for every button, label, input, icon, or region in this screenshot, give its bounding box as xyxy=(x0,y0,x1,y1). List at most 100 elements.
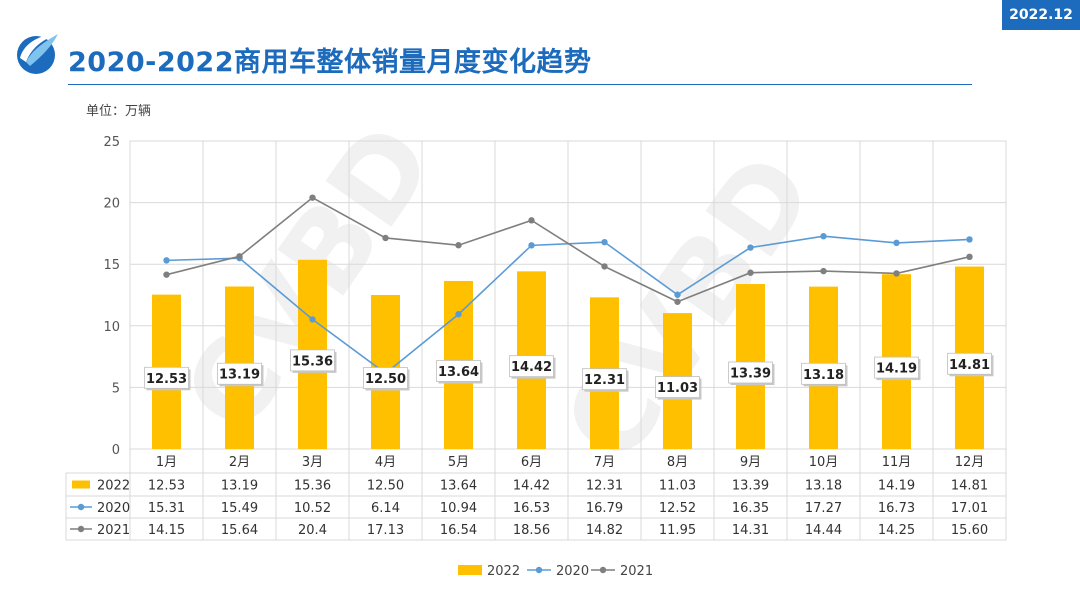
point-2020 xyxy=(893,239,900,247)
bar-value-label: 13.18 xyxy=(803,368,844,383)
point-2021 xyxy=(601,263,608,270)
table-key-dot-2020 xyxy=(77,503,85,511)
table-cell-2021: 11.95 xyxy=(659,523,696,538)
point-2021 xyxy=(163,271,170,278)
bar-value-label: 11.03 xyxy=(657,381,698,396)
table-cell-2020: 16.35 xyxy=(732,501,769,516)
label-box xyxy=(874,356,919,379)
y-tick-label: 15 xyxy=(103,258,120,273)
bar-value-label: 14.81 xyxy=(949,358,990,373)
table-cell-2022: 12.53 xyxy=(148,479,185,494)
table-series-name: 2020 xyxy=(97,501,130,516)
table-cell-2020: 17.01 xyxy=(951,501,988,516)
point-2020 xyxy=(820,233,827,240)
x-tick-label: 2月 xyxy=(229,455,250,470)
point-2020 xyxy=(747,244,754,251)
table-cell-2021: 15.64 xyxy=(221,523,258,538)
table-cell-2022: 15.36 xyxy=(294,479,331,494)
point-2021 xyxy=(236,253,243,260)
table-cell-2022: 13.19 xyxy=(221,479,258,494)
table-cell-2021: 18.56 xyxy=(513,523,550,538)
y-tick-label: 0 xyxy=(112,443,120,458)
label-box xyxy=(144,366,189,389)
legend-dot-2021 xyxy=(599,566,607,574)
point-2021 xyxy=(674,298,681,305)
x-tick-label: 6月 xyxy=(521,455,542,470)
bar-value-label: 14.42 xyxy=(511,360,552,375)
point-2020 xyxy=(163,257,170,264)
bar-value-label: 13.64 xyxy=(438,365,479,380)
date-badge: 2022.12 xyxy=(1002,0,1080,30)
point-2021 xyxy=(382,234,389,242)
point-2021 xyxy=(820,267,827,275)
table-cell-2021: 20.4 xyxy=(298,523,327,538)
bar-value-label: 14.19 xyxy=(876,362,917,377)
table-cell-2020: 6.14 xyxy=(371,501,400,516)
page-title: 2020-2022商用车整体销量月度变化趋势 xyxy=(68,47,592,78)
table-cell-2021: 16.54 xyxy=(440,523,477,538)
x-tick-label: 1月 xyxy=(156,455,177,470)
point-2021 xyxy=(893,270,900,277)
table-cell-2021: 14.25 xyxy=(878,523,915,538)
x-tick-label: 10月 xyxy=(809,455,839,470)
point-2021 xyxy=(528,217,535,224)
table-cell-2022: 13.18 xyxy=(805,479,842,494)
table-cell-2022: 11.03 xyxy=(659,479,696,494)
x-tick-label: 4月 xyxy=(375,455,396,470)
y-tick-label: 25 xyxy=(103,135,120,150)
table-cell-2020: 12.52 xyxy=(659,501,696,516)
table-key-2022 xyxy=(72,480,90,489)
label-box xyxy=(801,362,846,385)
legend-label-2022: 2022 xyxy=(487,564,520,579)
point-2020 xyxy=(309,316,316,323)
table-series-name: 2021 xyxy=(97,523,130,538)
bar-value-label: 15.36 xyxy=(292,354,333,369)
table-cell-2020: 15.31 xyxy=(148,501,185,516)
legend-label-2020: 2020 xyxy=(556,564,589,579)
point-2020 xyxy=(455,311,462,318)
table-cell-2020: 10.52 xyxy=(294,501,331,516)
table-cell-2022: 14.81 xyxy=(951,479,988,494)
legend-swatch-2022 xyxy=(458,565,482,575)
table-cell-2022: 13.64 xyxy=(440,479,477,494)
point-2020 xyxy=(601,238,608,246)
legend-dot-2020 xyxy=(535,566,543,574)
label-box xyxy=(655,376,700,398)
logo-icon xyxy=(17,34,58,74)
table-cell-2022: 14.42 xyxy=(513,479,550,494)
table-cell-2020: 15.49 xyxy=(221,501,258,516)
y-tick-label: 10 xyxy=(103,320,120,335)
label-box xyxy=(436,360,481,382)
table-cell-2020: 16.73 xyxy=(878,501,915,516)
label-box xyxy=(363,367,408,389)
table-cell-2020: 16.79 xyxy=(586,501,623,516)
table-cell-2021: 17.13 xyxy=(367,523,404,538)
bar-value-label: 12.53 xyxy=(146,372,187,387)
table-cell-2022: 12.31 xyxy=(586,479,623,494)
x-tick-label: 11月 xyxy=(882,455,912,470)
point-2020 xyxy=(966,236,973,243)
x-tick-label: 3月 xyxy=(302,455,323,470)
table-series-name: 2022 xyxy=(97,479,130,494)
point-2020 xyxy=(528,242,535,249)
table-cell-2021: 14.31 xyxy=(732,523,769,538)
table-cell-2022: 13.39 xyxy=(732,479,769,494)
table-cell-2021: 15.60 xyxy=(951,523,988,538)
label-box xyxy=(217,362,262,385)
table-cell-2020: 17.27 xyxy=(805,501,842,516)
table-cell-2021: 14.44 xyxy=(805,523,842,538)
bar-value-label: 13.19 xyxy=(219,368,260,383)
label-box xyxy=(509,355,554,378)
label-box xyxy=(947,352,992,375)
table-key-dot-2021 xyxy=(77,525,85,533)
label-box xyxy=(728,361,773,384)
point-2021 xyxy=(966,253,973,261)
legend-label-2021: 2021 xyxy=(620,564,653,579)
point-2021 xyxy=(747,269,754,276)
x-tick-label: 5月 xyxy=(448,455,469,470)
line-2021 xyxy=(166,196,970,303)
unit-label: 单位：万辆 xyxy=(86,104,152,119)
title-divider xyxy=(68,84,972,85)
table-cell-2021: 14.15 xyxy=(148,523,185,538)
